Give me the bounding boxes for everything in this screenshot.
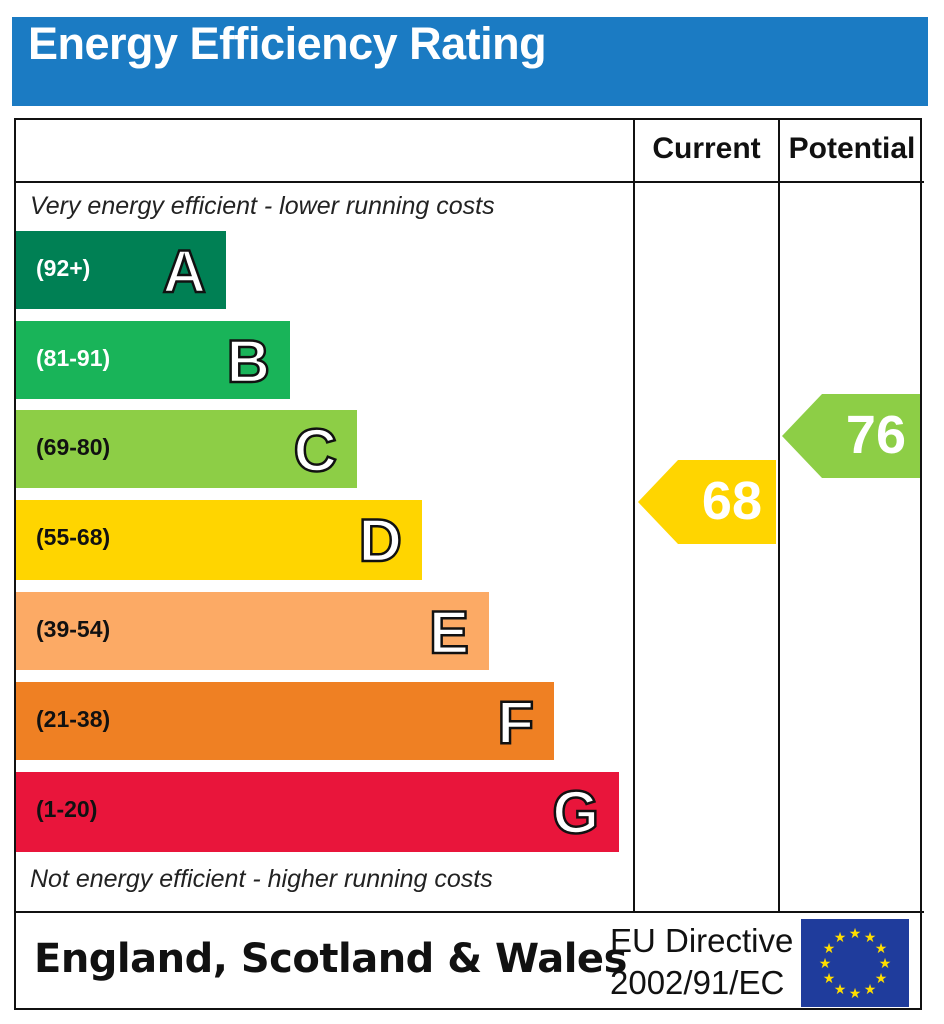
band-letter: E (428, 598, 471, 668)
star-icon: ★ (823, 940, 836, 956)
divider (633, 118, 635, 912)
directive-line2: 2002/91/EC (610, 964, 785, 1001)
potential-rating-arrow: 76 (782, 394, 920, 478)
top-note: Very energy efficient - lower running co… (30, 192, 495, 220)
star-icon: ★ (864, 981, 877, 997)
star-icon: ★ (875, 940, 888, 956)
current-arrow-shape (638, 460, 776, 544)
current-rating-value: 68 (701, 471, 762, 531)
band-range: (55-68) (36, 524, 111, 550)
star-icon: ★ (834, 981, 847, 997)
star-icon: ★ (864, 929, 877, 945)
star-icon: ★ (834, 929, 847, 945)
band-range: (39-54) (36, 616, 111, 642)
star-icon: ★ (849, 925, 862, 941)
star-icon: ★ (875, 970, 888, 986)
star-icon: ★ (849, 985, 862, 1001)
band-range: (69-80) (36, 434, 111, 460)
potential-arrow-shape (782, 394, 920, 478)
star-icon: ★ (823, 970, 836, 986)
band-letter: A (161, 237, 207, 307)
directive-line1: EU Directive (610, 922, 794, 959)
band-d: (55-68) D (16, 500, 422, 580)
rating-table (14, 118, 922, 1010)
band-letter: B (225, 327, 271, 397)
region-label: England, Scotland & Wales (34, 936, 627, 982)
band-c: (69-80) C (16, 410, 357, 488)
eu-flag-icon: ★ ★ ★ ★ ★ ★ ★ ★ ★ ★ ★ ★ (801, 919, 909, 1007)
title-bar (12, 17, 928, 106)
band-letter: C (292, 416, 338, 486)
divider (778, 118, 780, 912)
chart-title: Energy Efficiency Rating (28, 18, 547, 69)
band-range: (1-20) (36, 796, 98, 822)
star-icon: ★ (879, 955, 892, 971)
band-b: (81-91) B (16, 321, 290, 399)
band-f: (21-38) F (16, 682, 554, 760)
band-range: (92+) (36, 255, 91, 281)
band-e: (39-54) E (16, 592, 489, 670)
band-range: (81-91) (36, 345, 111, 371)
band-letter: F (496, 688, 535, 758)
star-icon: ★ (819, 955, 832, 971)
band-letter: G (551, 778, 600, 848)
divider (14, 181, 924, 183)
potential-rating-value: 76 (845, 405, 906, 465)
band-a: (92+) A (16, 231, 226, 309)
column-header-potential: Potential (788, 132, 916, 165)
band-range: (21-38) (36, 706, 111, 732)
band-g: (1-20) G (16, 772, 619, 852)
band-letter: D (357, 506, 403, 576)
bottom-note: Not energy efficient - higher running co… (30, 865, 493, 893)
column-header-current: Current (652, 132, 761, 165)
divider (14, 911, 924, 913)
current-rating-arrow: 68 (638, 460, 776, 544)
eu-directive: EU Directive 2002/91/EC (610, 920, 793, 1004)
